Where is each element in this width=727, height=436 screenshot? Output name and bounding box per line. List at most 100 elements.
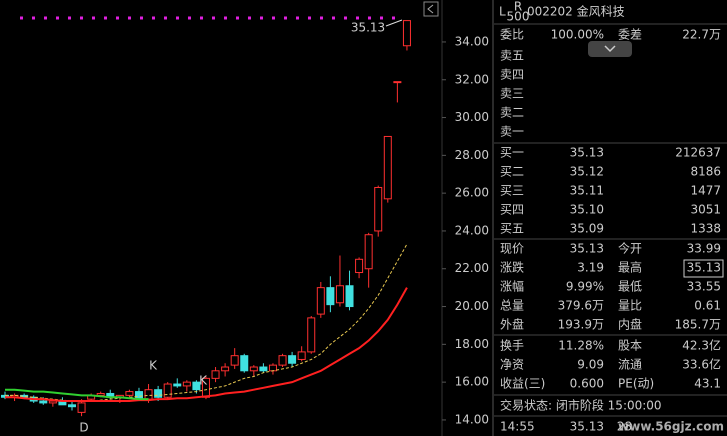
field-value: 0.600	[570, 377, 604, 391]
collapse-icon	[427, 4, 434, 14]
field-value: 35.13	[570, 242, 604, 256]
candle-body	[221, 366, 230, 372]
annotation-arrow	[385, 19, 403, 27]
sell-label: 卖三	[500, 87, 524, 101]
field-label: 股本	[618, 339, 642, 353]
watermark: www.56gjz.com	[618, 420, 724, 434]
buy-label: 买五	[500, 222, 524, 236]
candle-body	[240, 355, 249, 372]
y-tick-label: 14.00	[455, 412, 489, 426]
flag: L	[499, 5, 506, 19]
field-label: 收益(三)	[500, 377, 545, 391]
candle-body	[268, 364, 277, 372]
buy-label: 买一	[500, 146, 524, 160]
y-tick-label: 16.00	[455, 375, 489, 389]
candle-body	[374, 186, 383, 232]
badge-top: R	[514, 0, 522, 14]
candle-body	[288, 355, 297, 364]
buy-label: 买二	[500, 165, 524, 179]
candle-body	[316, 287, 325, 315]
candle-body	[173, 383, 182, 387]
dropdown-button[interactable]	[588, 41, 632, 57]
y-tick-label: 24.00	[455, 223, 489, 237]
y-tick-label: 32.00	[455, 72, 489, 86]
tick-time: 14:55	[500, 420, 535, 434]
field-label: 内盘	[618, 317, 642, 332]
candle-body	[67, 404, 76, 408]
tick-volume: 28	[617, 420, 632, 434]
moving-average	[5, 287, 408, 403]
candle-body	[297, 351, 306, 360]
stock-title: 002202 金风科技	[527, 4, 625, 19]
field-label: 量比	[618, 299, 642, 313]
field-label: 委差	[618, 28, 642, 42]
field-value: 42.3亿	[682, 338, 721, 353]
field-value: 33.55	[687, 280, 721, 294]
candle-body	[345, 285, 354, 308]
field-value: 100.00%	[551, 28, 604, 42]
y-tick-label: 34.00	[455, 34, 489, 48]
y-tick-label: 18.00	[455, 337, 489, 351]
candle-body	[307, 317, 316, 353]
candle-body	[39, 400, 48, 404]
collapse-button[interactable]	[423, 1, 439, 17]
field-value: 3.19	[577, 261, 604, 275]
field-value: 33.6亿	[682, 357, 721, 372]
candle-body	[278, 355, 287, 366]
candle-body	[383, 135, 392, 200]
candle-body	[144, 389, 153, 400]
candle-body	[125, 391, 134, 396]
candle-body	[249, 366, 258, 372]
moving-average	[5, 388, 149, 401]
field-value: 0.61	[694, 299, 721, 313]
candle-body	[163, 383, 172, 398]
y-tick-label: 30.00	[455, 110, 489, 124]
field-label: 总量	[500, 299, 524, 313]
candle-body	[402, 20, 411, 47]
field-value: 379.6万	[558, 299, 604, 313]
candle-body	[326, 287, 335, 306]
field-value: 22.7万	[682, 28, 721, 42]
field-label: PE(动)	[618, 377, 654, 391]
y-tick-label: 26.00	[455, 186, 489, 200]
candle-body	[192, 381, 201, 391]
buy-price: 35.13	[570, 146, 604, 160]
candle-body	[77, 402, 86, 413]
candle-body	[182, 381, 191, 387]
field-value: 9.09	[577, 358, 604, 372]
field-value: 185.7万	[675, 318, 721, 332]
y-tick-label: 22.00	[455, 261, 489, 275]
buy-volume: 3051	[690, 203, 721, 217]
annotation: 35.13	[351, 21, 385, 35]
buy-price: 35.11	[570, 184, 604, 198]
trade-status: 交易状态: 闭市阶段 15:00:00	[500, 398, 662, 413]
field-label: 涨跌	[500, 260, 524, 275]
annotation: K	[199, 374, 208, 388]
sell-label: 卖一	[500, 125, 524, 139]
candle-body	[259, 366, 268, 372]
candle-body	[364, 234, 373, 270]
buy-label: 买三	[500, 184, 524, 198]
field-label: 今开	[618, 241, 642, 256]
highlight-box	[683, 259, 724, 278]
candle-body	[355, 258, 364, 274]
candle-body	[211, 370, 220, 379]
y-tick-label: 20.00	[455, 299, 489, 313]
field-value: 43.1	[694, 377, 721, 391]
field-value: 33.99	[687, 242, 721, 256]
field-label: 涨幅	[500, 279, 524, 294]
field-label: 最低	[618, 280, 642, 294]
field-label: 净资	[500, 358, 524, 372]
field-label: 换手	[500, 339, 524, 353]
buy-label: 买四	[500, 203, 524, 217]
sell-label: 卖四	[500, 68, 524, 82]
buy-volume: 212637	[675, 146, 721, 160]
buy-volume: 1338	[690, 222, 721, 236]
buy-price: 35.09	[570, 222, 604, 236]
buy-price: 35.10	[570, 203, 604, 217]
annotation: D	[79, 421, 88, 435]
buy-price: 35.12	[570, 165, 604, 179]
field-label: 流通	[618, 358, 642, 372]
